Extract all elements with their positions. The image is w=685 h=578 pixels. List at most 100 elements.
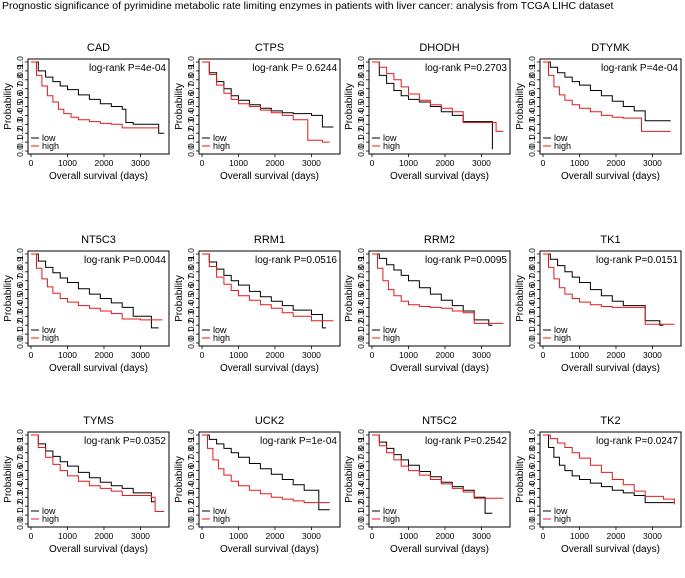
x-tick-label: 1000	[399, 531, 418, 541]
y-tick-label: 0.6	[15, 91, 25, 103]
y-tick-label: 0.0	[15, 145, 25, 157]
y-tick-label: 0.8	[356, 74, 366, 86]
legend-label-high: high	[383, 333, 400, 343]
y-tick-label: 1.0	[15, 56, 25, 68]
y-tick-label: 0.2	[186, 500, 196, 512]
logrank-annotation: log-rank P=0.0247	[596, 436, 678, 447]
legend-label-high: high	[554, 333, 571, 343]
y-tick-label: 0.1	[527, 136, 537, 148]
y-tick-label: 0.0	[527, 518, 537, 530]
km-curve-high	[202, 61, 330, 143]
y-tick-label: 0.5	[527, 100, 537, 112]
km-panel-nt5c2: NT5C2 0.00.10.20.30.40.50.60.70.80.91.0 0 1…	[344, 415, 511, 555]
x-axis-label: Overall survival (days)	[220, 363, 319, 374]
panel-title: RRM1	[254, 234, 285, 246]
y-tick-label: 0.6	[527, 464, 537, 476]
y-tick-label: 0.2	[15, 500, 25, 512]
y-tick-label: 0.3	[186, 118, 196, 130]
y-tick-label: 0.2	[186, 127, 196, 139]
km-panel-tyms: TYMS 0.00.10.20.30.40.50.60.70.80.91.0 0 10…	[3, 415, 170, 555]
km-curve-low	[202, 253, 327, 329]
y-tick-label: 0.9	[186, 257, 196, 269]
y-tick-label: 0.7	[15, 83, 25, 95]
y-tick-label: 0.8	[186, 74, 196, 86]
legend-label-high: high	[554, 514, 571, 524]
y-tick-label: 0.0	[186, 337, 196, 349]
y-tick-label: 0.5	[356, 473, 366, 485]
y-tick-label: 0.7	[15, 275, 25, 287]
km-panel-rrm2: RRM2 0.00.10.20.30.40.50.60.70.80.91.0 0 10…	[344, 234, 511, 374]
panel-title: CAD	[87, 42, 110, 54]
y-tick-label: 0.3	[527, 310, 537, 322]
x-tick-label: 3000	[643, 158, 662, 168]
km-curve-low	[31, 61, 165, 134]
x-tick-label: 0	[541, 350, 546, 360]
x-tick-label: 2000	[436, 158, 455, 168]
y-tick-label: 0.1	[15, 328, 25, 340]
y-tick-label: 0.5	[356, 100, 366, 112]
y-tick-label: 0.6	[356, 91, 366, 103]
panel-title: TK1	[600, 234, 620, 246]
logrank-annotation: log-rank P= 0.6244	[252, 63, 337, 74]
y-tick-label: 0.2	[15, 319, 25, 331]
y-tick-label: 0.8	[527, 74, 537, 86]
y-tick-label: 0.5	[15, 100, 25, 112]
y-tick-label: 0.6	[15, 283, 25, 295]
km-curve-high	[202, 434, 330, 504]
y-tick-label: 1.0	[527, 429, 537, 441]
y-tick-label: 0.8	[15, 266, 25, 278]
y-tick-label: 0.9	[527, 65, 537, 77]
logrank-annotation: log-rank P=0.0151	[596, 255, 678, 266]
panel-title: DHODH	[419, 42, 459, 54]
y-tick-label: 0.7	[186, 456, 196, 468]
km-panel-rrm1: RRM1 0.00.10.20.30.40.50.60.70.80.91.0 0 10…	[174, 234, 341, 374]
y-tick-label: 0.0	[356, 337, 366, 349]
km-curve-high	[31, 61, 159, 129]
y-tick-label: 0.0	[527, 337, 537, 349]
panel-title: NT5C3	[81, 234, 116, 246]
km-curve-high	[372, 434, 504, 499]
y-tick-label: 0.4	[186, 301, 196, 313]
x-tick-label: 1000	[58, 531, 77, 541]
km-curve-high	[372, 253, 504, 324]
km-curve-high	[31, 434, 165, 512]
logrank-annotation: log-rank P=4e-04	[601, 63, 678, 74]
y-tick-label: 0.9	[356, 438, 366, 450]
y-tick-label: 0.4	[186, 482, 196, 494]
x-tick-label: 1000	[229, 531, 248, 541]
legend-label-high: high	[42, 514, 59, 524]
x-tick-label: 2000	[95, 350, 114, 360]
y-tick-label: 0.0	[527, 145, 537, 157]
legend-label-low: low	[554, 325, 568, 335]
x-tick-label: 0	[29, 531, 34, 541]
y-tick-label: 0.3	[186, 310, 196, 322]
panel-title: TK2	[600, 415, 620, 427]
km-curve-high	[543, 434, 675, 505]
x-tick-label: 3000	[643, 531, 662, 541]
y-tick-label: 0.7	[15, 456, 25, 468]
x-tick-label: 1000	[58, 350, 77, 360]
logrank-annotation: log-rank P=4e-04	[89, 63, 166, 74]
x-tick-label: 2000	[266, 158, 285, 168]
y-tick-label: 1.0	[186, 429, 196, 441]
y-tick-label: 0.9	[356, 65, 366, 77]
x-tick-label: 0	[370, 158, 375, 168]
x-tick-label: 2000	[607, 158, 626, 168]
y-tick-label: 1.0	[186, 248, 196, 260]
x-tick-label: 1000	[399, 350, 418, 360]
y-tick-label: 0.6	[527, 283, 537, 295]
x-tick-label: 3000	[472, 531, 491, 541]
y-tick-label: 0.7	[356, 275, 366, 287]
km-panel-ctps: CTPS 0.00.10.20.30.40.50.60.70.80.91.0 0 10…	[174, 42, 341, 182]
legend-label-high: high	[213, 333, 230, 343]
y-tick-label: 1.0	[527, 248, 537, 260]
logrank-annotation: log-rank P=1e-04	[260, 436, 337, 447]
km-curve-low	[543, 434, 675, 504]
logrank-annotation: log-rank P=0.0095	[425, 255, 507, 266]
x-axis-label: Overall survival (days)	[561, 171, 660, 182]
legend-label-low: low	[554, 133, 568, 143]
x-tick-label: 1000	[570, 158, 589, 168]
y-tick-label: 0.4	[527, 482, 537, 494]
panel-title: TYMS	[83, 415, 114, 427]
